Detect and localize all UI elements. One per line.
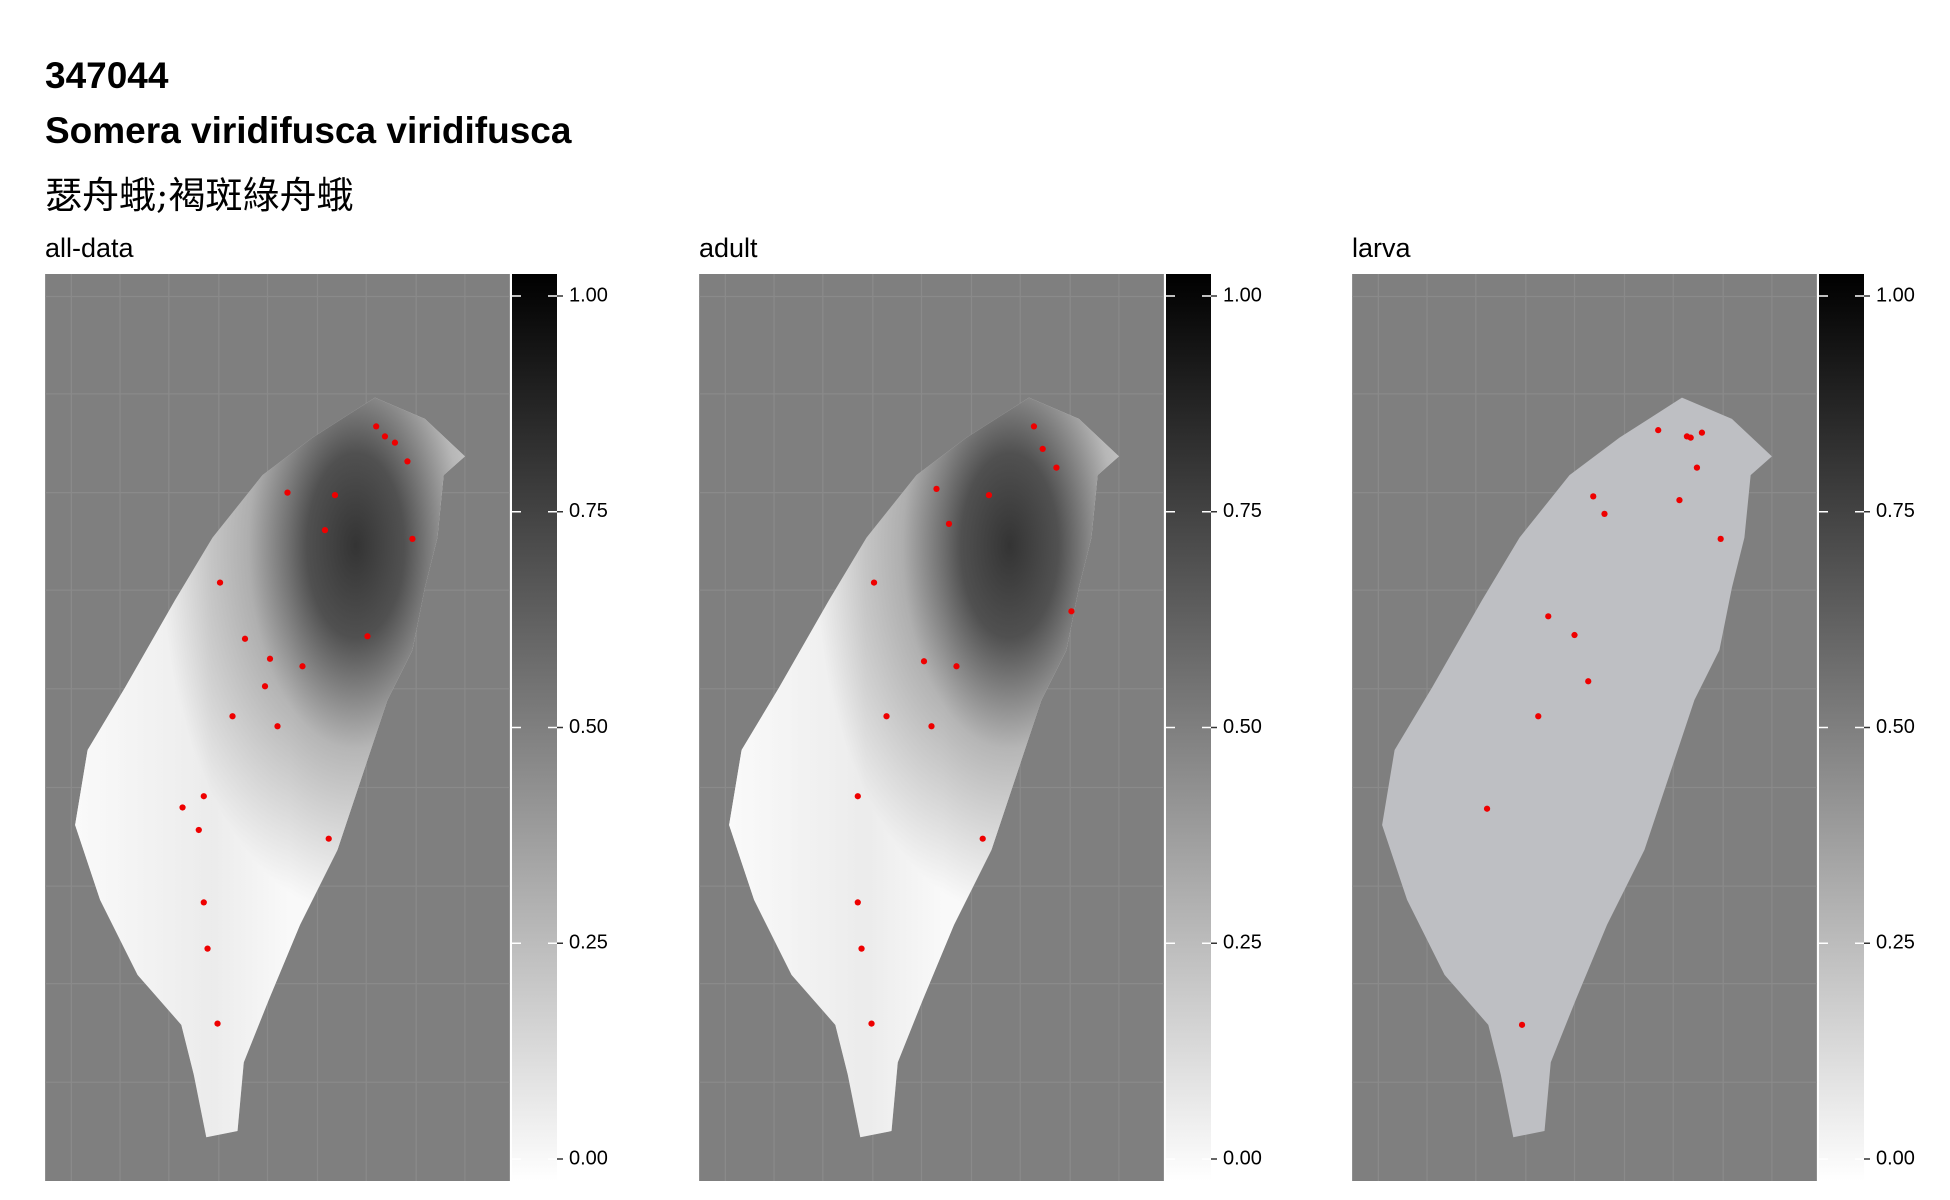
map-all-data bbox=[45, 274, 510, 1181]
legend-tick-label: 0.00 bbox=[1876, 1147, 1915, 1169]
legend-tick-label: 1.00 bbox=[569, 284, 608, 306]
legend-tick-label: 0.25 bbox=[1223, 932, 1262, 954]
legend-tick-label: 0.00 bbox=[569, 1147, 608, 1169]
title-common-name: 瑟舟蛾;褐斑綠舟蛾 bbox=[45, 174, 354, 217]
legend-tick-label: 0.75 bbox=[569, 500, 608, 522]
legend-tick-label: 0.50 bbox=[1876, 716, 1915, 738]
panel-title: all-data bbox=[45, 233, 134, 263]
title-scientific-name: Somera viridifusca viridifusca bbox=[45, 110, 572, 151]
legend-tick-label: 0.50 bbox=[1223, 716, 1262, 738]
panel-title: adult bbox=[699, 233, 758, 263]
legend-tick-label: 0.50 bbox=[569, 716, 608, 738]
colorbar: 0.00 0.25 0.50 0.75 1.00 bbox=[1166, 274, 1262, 1181]
legend-tick-label: 0.75 bbox=[1876, 500, 1915, 522]
map-larva bbox=[1352, 274, 1817, 1181]
title-id: 347044 bbox=[45, 55, 169, 96]
legend-tick-label: 0.75 bbox=[1223, 500, 1262, 522]
legend-tick-label: 1.00 bbox=[1223, 284, 1262, 306]
legend-tick-label: 1.00 bbox=[1876, 284, 1915, 306]
legend-tick-label: 0.00 bbox=[1223, 1147, 1262, 1169]
colorbar: 0.00 0.25 0.50 0.75 1.00 bbox=[1819, 274, 1915, 1181]
legend-tick-label: 0.25 bbox=[569, 932, 608, 954]
panel-title: larva bbox=[1352, 233, 1411, 263]
map-adult bbox=[699, 274, 1164, 1181]
colorbar: 0.00 0.25 0.50 0.75 1.00 bbox=[512, 274, 608, 1181]
legend-tick-label: 0.25 bbox=[1876, 932, 1915, 954]
